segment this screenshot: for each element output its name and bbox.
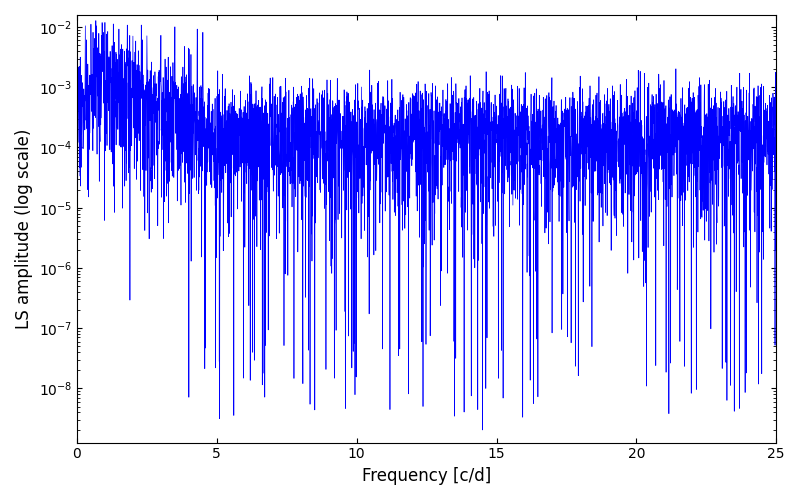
X-axis label: Frequency [c/d]: Frequency [c/d] [362,467,491,485]
Y-axis label: LS amplitude (log scale): LS amplitude (log scale) [15,128,33,329]
